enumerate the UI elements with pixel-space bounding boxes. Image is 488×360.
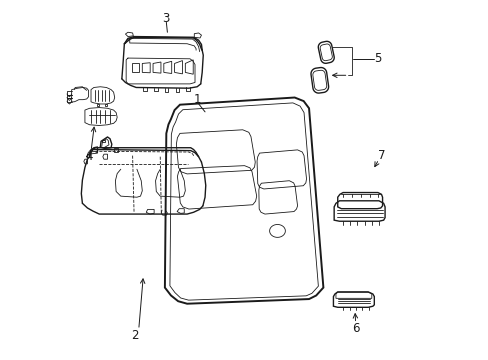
Text: 2: 2 — [131, 329, 139, 342]
Text: 4: 4 — [86, 150, 93, 163]
Text: 3: 3 — [162, 12, 169, 25]
Text: 6: 6 — [351, 322, 359, 335]
Text: 7: 7 — [377, 149, 385, 162]
Text: 1: 1 — [194, 93, 201, 106]
Text: 5: 5 — [373, 52, 381, 65]
